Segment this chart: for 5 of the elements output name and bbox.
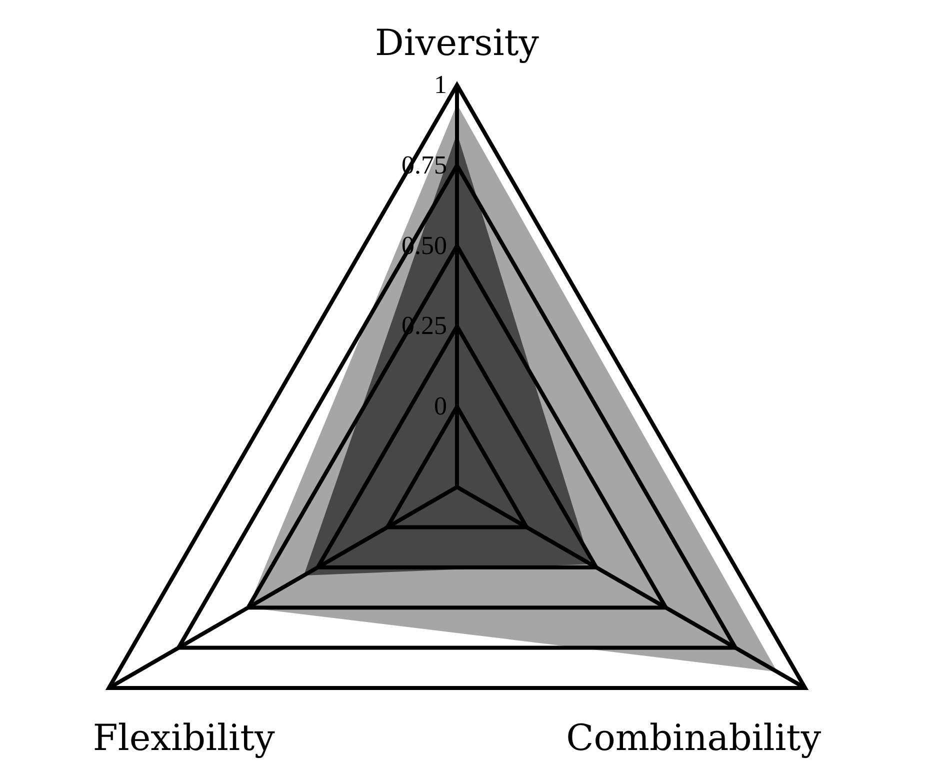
y-tick-label: 1 <box>434 70 447 99</box>
spoke-label: Flexibility <box>92 718 276 759</box>
spoke-label: Diversity <box>374 23 540 64</box>
y-tick-label: 0 <box>434 392 447 421</box>
spoke-label: Combinability <box>566 718 822 759</box>
